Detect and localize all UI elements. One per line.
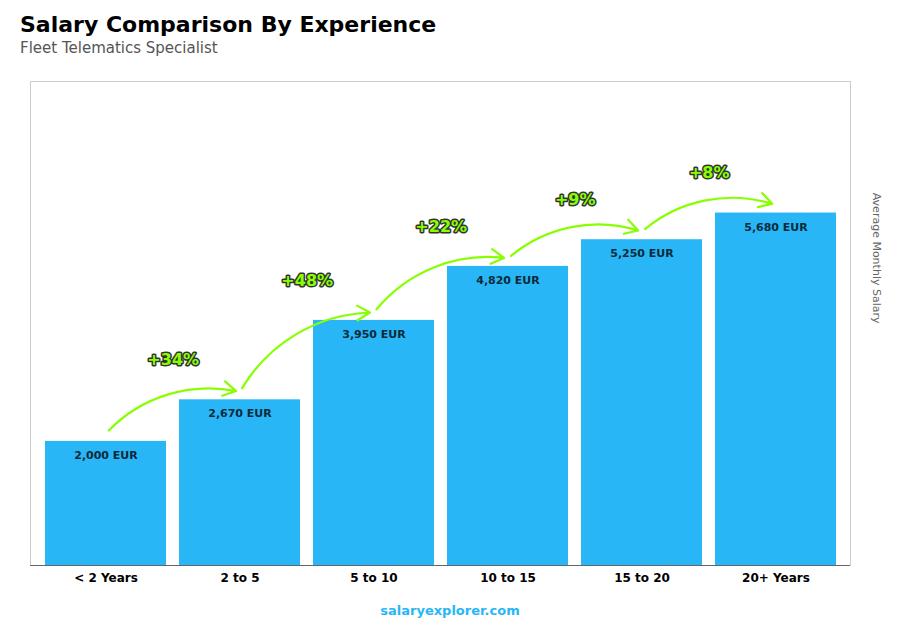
html-text:salaryexplorer.com: salaryexplorer.com	[380, 603, 520, 618]
svg-text:< 2 Years: < 2 Years	[74, 571, 138, 585]
svg-text:2,670 EUR: 2,670 EUR	[208, 407, 272, 420]
svg-text:+8%: +8%	[689, 163, 730, 182]
svg-text:5,250 EUR: 5,250 EUR	[610, 247, 674, 260]
svg-text:5,680 EUR: 5,680 EUR	[744, 221, 808, 234]
svg-text:5 to 10: 5 to 10	[350, 571, 397, 585]
svg-text:Average Monthly Salary: Average Monthly Salary	[870, 193, 883, 324]
svg-text:2,000 EUR: 2,000 EUR	[74, 449, 138, 462]
svg-text:+9%: +9%	[555, 190, 596, 209]
svg-text:2 to 5: 2 to 5	[220, 571, 259, 585]
svg-text:3,950 EUR: 3,950 EUR	[342, 328, 406, 341]
svg-text:20+ Years: 20+ Years	[742, 571, 810, 585]
svg-text:+22%: +22%	[415, 217, 467, 236]
svg-text:10 to 15: 10 to 15	[480, 571, 536, 585]
svg-text:+34%: +34%	[147, 350, 199, 369]
html-text:Fleet Telematics Specialist: Fleet Telematics Specialist	[20, 39, 218, 57]
svg-text:+48%: +48%	[281, 271, 333, 290]
svg-text:15 to 20: 15 to 20	[614, 571, 670, 585]
html-text:Salary Comparison By Experienc: Salary Comparison By Experience	[20, 12, 437, 37]
svg-text:4,820 EUR: 4,820 EUR	[476, 274, 540, 287]
